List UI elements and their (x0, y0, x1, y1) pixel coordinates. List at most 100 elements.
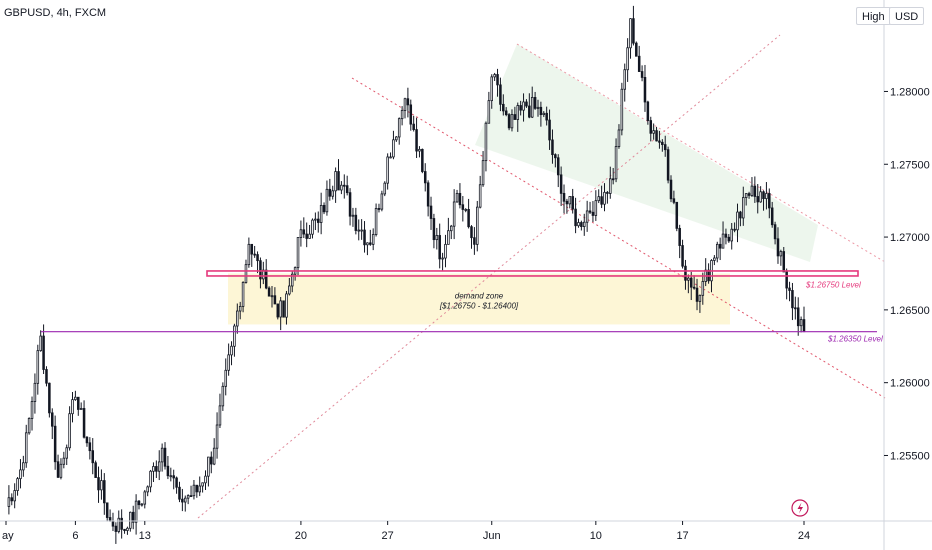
candle (204, 470, 207, 491)
candle (490, 74, 494, 109)
candle (42, 324, 45, 374)
diagonal-support-line[interactable] (197, 34, 781, 519)
candle (678, 224, 681, 259)
time-tick-label: ay (2, 530, 14, 542)
candle (296, 237, 300, 276)
candle (146, 485, 149, 497)
currency-button[interactable]: USD (889, 7, 925, 25)
candle (94, 460, 97, 478)
candle (762, 190, 765, 211)
candle (796, 297, 800, 336)
candle (496, 68, 499, 97)
candle (374, 203, 378, 237)
candle (730, 222, 733, 250)
candle (565, 198, 569, 214)
candle (478, 175, 482, 209)
candle (739, 210, 742, 227)
price-tick-label: 1.27000 (890, 232, 930, 244)
candle (259, 257, 262, 289)
candle (577, 218, 580, 228)
candle (603, 183, 606, 212)
candle (279, 297, 282, 331)
candle (233, 323, 236, 357)
candle (513, 106, 517, 120)
candle (227, 343, 230, 376)
candle (85, 436, 89, 447)
candle (369, 229, 372, 246)
candle (658, 130, 661, 149)
candle (580, 220, 583, 231)
candle (707, 263, 710, 284)
candle (82, 400, 86, 439)
candle (389, 152, 392, 159)
candle (776, 227, 780, 264)
candle (768, 188, 771, 219)
candle (149, 469, 152, 493)
candle (539, 101, 543, 127)
candle (273, 287, 277, 305)
price-tick-label: 1.28000 (890, 86, 930, 98)
candle (10, 493, 14, 506)
candle (791, 282, 794, 321)
candle (525, 99, 528, 108)
candle (600, 185, 603, 209)
candle (33, 373, 37, 414)
high-scale-button[interactable]: High (856, 7, 891, 25)
candle (377, 203, 381, 213)
candle (438, 223, 441, 269)
level-line-126750[interactable] (206, 270, 859, 277)
candle (319, 192, 323, 235)
candle (100, 469, 103, 500)
candle (22, 455, 25, 477)
candle (290, 270, 294, 293)
candle (597, 189, 600, 204)
candle (247, 237, 251, 268)
candle (403, 97, 407, 119)
time-tick-label: 24 (798, 530, 810, 542)
candle (487, 91, 491, 124)
candle (695, 278, 699, 311)
candle (397, 117, 401, 145)
price-axis[interactable]: 1.25500 1.26000 1.26500 1.27000 1.27500 1.280… (883, 0, 930, 550)
candle (308, 224, 311, 239)
candle (559, 166, 563, 207)
candle (582, 213, 586, 236)
candle (588, 201, 592, 215)
candle (530, 86, 534, 119)
candle (65, 444, 68, 466)
candle (640, 65, 644, 82)
candle (452, 189, 456, 240)
candle (409, 99, 413, 131)
candle (175, 476, 178, 494)
demand-zone-rect (228, 273, 730, 325)
candle (345, 175, 349, 196)
candle (343, 174, 346, 199)
candle (178, 481, 181, 503)
candle (340, 181, 343, 195)
candle (606, 191, 609, 204)
candle (56, 454, 60, 479)
candle (331, 185, 334, 200)
candle (288, 277, 291, 296)
channel-upper-line[interactable] (516, 43, 886, 263)
candle (464, 208, 467, 213)
candle (765, 182, 768, 210)
candle (212, 438, 216, 466)
flash-alert-icon[interactable] (791, 499, 809, 517)
candle (207, 456, 210, 487)
candle (635, 41, 638, 57)
time-tick-label: 10 (590, 530, 602, 542)
candle (542, 111, 546, 118)
candle (305, 222, 308, 248)
time-axis[interactable]: ay 6 13 20 27 Jun 10 17 24 (0, 520, 932, 542)
descending-resistance-line[interactable] (351, 77, 886, 399)
candle (97, 466, 100, 503)
candle (322, 202, 326, 215)
labels-layer: demand zone [$1.26750 - $1.26400] $1.267… (439, 280, 883, 343)
level-label-126350: $1.26350 Level (827, 335, 883, 344)
candle (169, 467, 173, 482)
candle (302, 217, 306, 239)
candle (421, 148, 424, 174)
candle (328, 178, 332, 201)
